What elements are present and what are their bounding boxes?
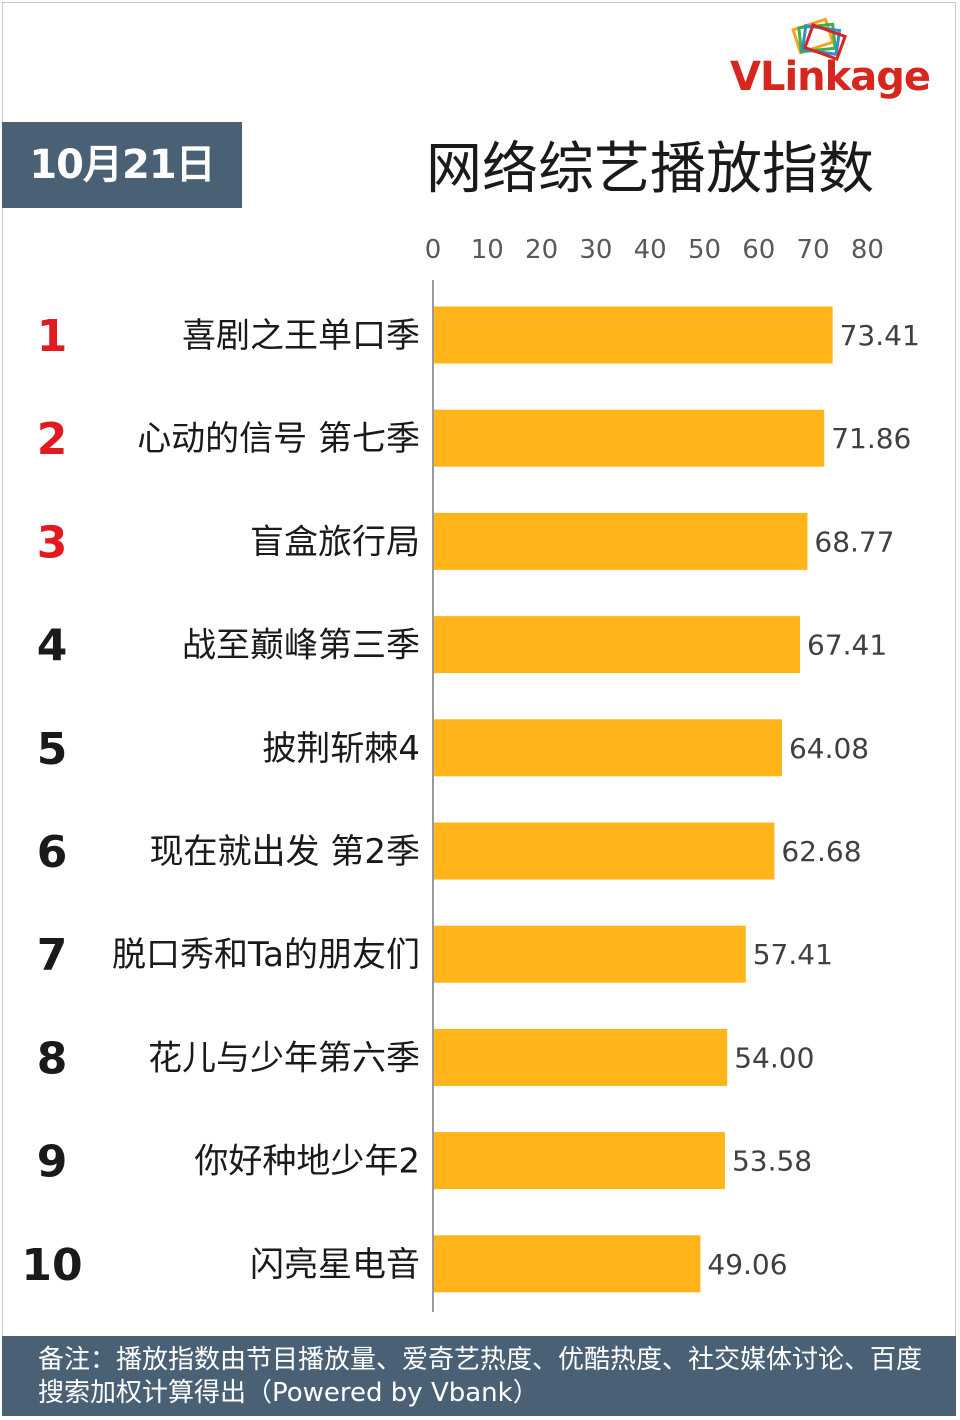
date-badge: 10月21日 [2, 122, 242, 208]
x-tick-label: 80 [851, 235, 884, 265]
value-label: 54.00 [734, 1041, 814, 1074]
value-label: 49.06 [707, 1248, 787, 1281]
category-label: 盲盒旅行局 [250, 522, 420, 562]
x-tick-label: 60 [742, 235, 775, 265]
value-label: 64.08 [789, 732, 869, 765]
rank-number: 8 [37, 1033, 68, 1084]
x-tick-label: 0 [425, 235, 442, 265]
rank-number: 1 [37, 311, 68, 362]
x-tick-label: 30 [579, 235, 612, 265]
value-label: 53.58 [732, 1145, 812, 1178]
category-label: 花儿与少年第六季 [148, 1038, 420, 1078]
category-label: 喜剧之王单口季 [182, 316, 420, 356]
rank-number: 10 [21, 1240, 82, 1291]
category-label: 心动的信号 第七季 [137, 419, 420, 459]
bar [434, 512, 808, 570]
x-tick-label: 40 [634, 235, 667, 265]
bar [434, 1235, 701, 1293]
value-label: 71.86 [831, 422, 911, 455]
bar [434, 925, 746, 983]
bar [434, 1132, 725, 1190]
x-tick-label: 70 [797, 235, 830, 265]
bar-chart: 0 10 20 30 40 50 60 70 80 1 喜剧之王单口季 73.41 2 心动的信号 第七季… [21, 235, 920, 1312]
rank-number: 7 [37, 930, 68, 981]
logo-cards-icon [791, 17, 848, 62]
value-label: 68.77 [814, 525, 894, 558]
category-label: 现在就出发 第2季 [150, 832, 420, 872]
category-label: 闪亮星电音 [250, 1245, 420, 1285]
bar [434, 306, 833, 364]
category-label: 你好种地少年2 [194, 1142, 420, 1182]
category-label: 披荆斩棘4 [262, 729, 420, 769]
x-tick-label: 50 [688, 235, 721, 265]
value-label: 67.41 [807, 629, 887, 662]
rank-number: 3 [37, 517, 68, 568]
value-label: 62.68 [781, 835, 861, 868]
x-tick-label: 10 [471, 235, 504, 265]
rank-number: 9 [37, 1137, 68, 1188]
bar [434, 409, 825, 467]
bar [434, 822, 775, 880]
chart-title: 网络综艺播放指数 [426, 137, 874, 202]
rank-number: 6 [37, 827, 68, 878]
value-label: 57.41 [753, 938, 833, 971]
footer-note: 备注：播放指数由节目播放量、爱奇艺热度、优酷热度、社交媒体讨论、百度搜索加权计算… [2, 1336, 956, 1416]
rank-number: 2 [37, 414, 68, 465]
brand-logo: VLinkage [730, 14, 954, 104]
bar [434, 1028, 728, 1086]
value-label: 73.41 [840, 319, 920, 352]
category-label: 战至巅峰第三季 [182, 626, 420, 666]
bar [434, 719, 782, 777]
rank-number: 4 [37, 621, 68, 672]
category-label: 脱口秀和Ta的朋友们 [112, 935, 420, 975]
rank-number: 5 [37, 724, 68, 775]
x-tick-label: 20 [525, 235, 558, 265]
brand-name: VLinkage [730, 54, 931, 100]
bar [434, 616, 801, 674]
